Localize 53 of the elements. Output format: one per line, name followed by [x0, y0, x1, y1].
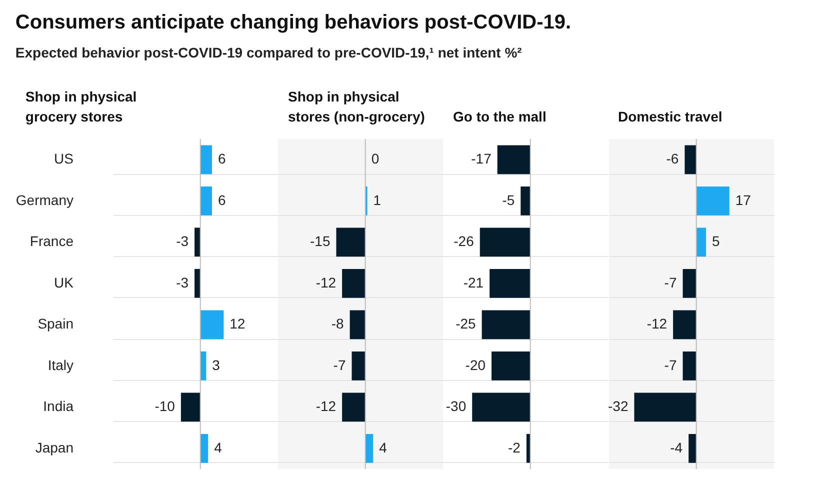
bar — [194, 228, 200, 257]
data-label: -12 — [646, 316, 668, 332]
data-label: 4 — [214, 439, 222, 456]
data-label: -7 — [664, 274, 677, 290]
data-label: -4 — [670, 439, 683, 456]
bar — [200, 310, 224, 340]
data-label: -8 — [331, 316, 344, 332]
data-label: -12 — [316, 274, 336, 290]
text: Expected behavior post-COVID-19 compared to pre-COVID-19,¹ net intent %² — [15, 44, 522, 60]
data-label: -5 — [502, 192, 515, 208]
y-tick-label: Spain — [38, 316, 74, 332]
data-label: -20 — [465, 356, 486, 373]
data-label: 0 — [371, 150, 380, 167]
y-tick-label: UK — [54, 274, 74, 290]
data-label: -32 — [608, 398, 628, 414]
bar — [200, 145, 212, 174]
data-label: 17 — [735, 192, 752, 208]
data-label: -7 — [333, 356, 346, 373]
chart-title: Shop in physical stores (non-grocery) — [288, 88, 425, 124]
data-label: 6 — [218, 192, 226, 208]
data-label: -15 — [310, 233, 330, 250]
data-label: -21 — [463, 274, 484, 290]
y-tick-label: India — [43, 398, 74, 414]
bar — [200, 434, 208, 463]
bar — [180, 392, 200, 422]
data-label: -25 — [456, 316, 476, 332]
data-label: 3 — [212, 356, 220, 373]
data-label: 4 — [379, 439, 388, 456]
text: Consumers anticipate changing behaviors post-COVID-19. — [15, 12, 572, 34]
data-label: -7 — [664, 356, 677, 373]
y-tick-label: US — [54, 150, 74, 167]
data-label: -2 — [508, 439, 521, 456]
y-tick-label: Italy — [48, 356, 74, 373]
data-label: -26 — [454, 233, 474, 250]
chart-title: Go to the mall — [453, 108, 546, 124]
data-label: 5 — [712, 233, 720, 250]
chart-title: Shop in physical grocery stores — [25, 88, 137, 124]
data-label: 1 — [373, 192, 382, 208]
data-label: -3 — [176, 233, 189, 250]
data-label: -12 — [316, 398, 336, 414]
y-tick-label: Japan — [35, 439, 74, 456]
chart-title: Domestic travel — [618, 108, 722, 124]
data-label: 6 — [218, 150, 226, 167]
data-label: -3 — [176, 274, 189, 290]
data-label: -30 — [446, 398, 466, 414]
data-label: -17 — [471, 150, 492, 167]
data-label: -10 — [154, 398, 176, 414]
y-tick-label: Germany — [16, 192, 74, 208]
bar — [200, 186, 212, 216]
bar — [194, 268, 200, 298]
data-label: -6 — [666, 150, 679, 167]
y-tick-label: France — [30, 233, 74, 250]
data-label: 12 — [230, 316, 246, 332]
